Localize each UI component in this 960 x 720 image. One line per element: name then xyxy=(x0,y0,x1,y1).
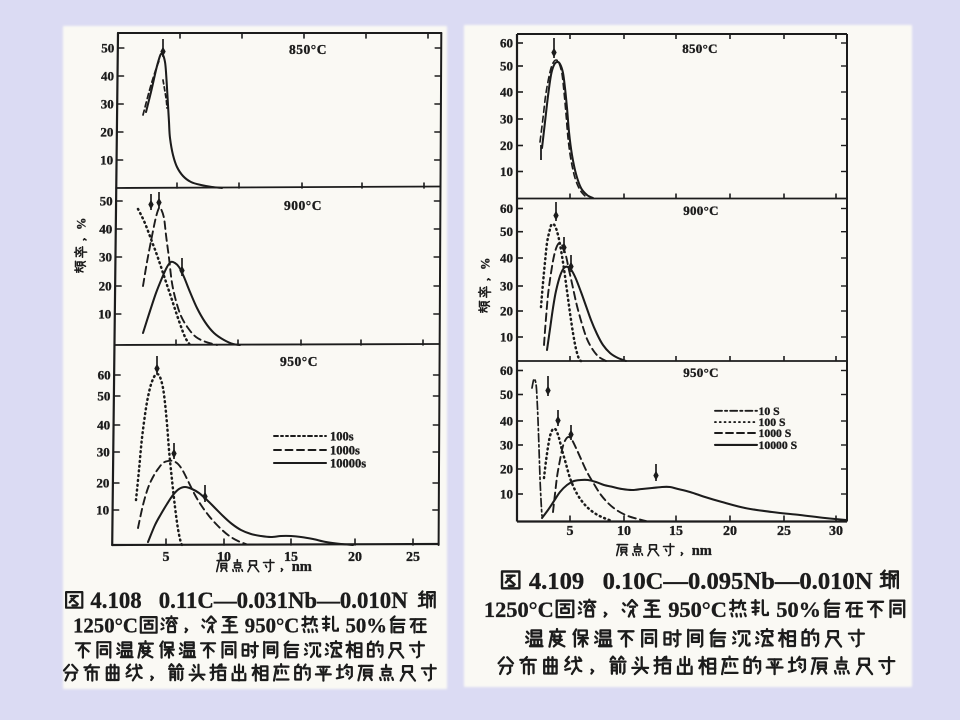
svg-text:1000 S: 1000 S xyxy=(759,427,792,440)
svg-text:20: 20 xyxy=(96,476,109,491)
svg-text:50: 50 xyxy=(500,387,513,402)
svg-text:15: 15 xyxy=(284,550,298,565)
svg-text:nm: nm xyxy=(292,559,312,575)
svg-text:950°C: 950°C xyxy=(663,597,727,622)
svg-text:950°C: 950°C xyxy=(683,365,719,380)
svg-text:10000 S: 10000 S xyxy=(759,439,798,452)
svg-text:1000s: 1000s xyxy=(330,443,360,457)
svg-text:40: 40 xyxy=(99,222,112,237)
svg-text:900°C: 900°C xyxy=(683,203,719,218)
svg-text:50%: 50% xyxy=(771,597,821,622)
svg-text:%: % xyxy=(74,218,88,230)
svg-text:1250°C: 1250°C xyxy=(484,597,554,622)
svg-text:100s: 100s xyxy=(330,429,354,443)
svg-text:10: 10 xyxy=(98,307,111,322)
svg-text:40: 40 xyxy=(500,414,513,429)
svg-text:50%: 50% xyxy=(340,615,387,638)
svg-text:900°C: 900°C xyxy=(284,198,322,213)
svg-text:4.108 0.11C—0.031Nb—0.010N: 4.108 0.11C—0.031Nb—0.010N xyxy=(85,588,414,613)
svg-text:60: 60 xyxy=(500,363,513,378)
svg-text:40: 40 xyxy=(500,85,513,100)
svg-text:10: 10 xyxy=(500,487,513,502)
svg-text:15: 15 xyxy=(669,524,683,539)
svg-text:10: 10 xyxy=(617,524,631,539)
svg-text:30: 30 xyxy=(99,250,112,265)
svg-text:950°C: 950°C xyxy=(240,615,300,638)
svg-text:25: 25 xyxy=(406,550,420,565)
svg-text:50: 50 xyxy=(500,59,513,74)
svg-text:100 S: 100 S xyxy=(759,416,786,429)
svg-text:10: 10 xyxy=(500,330,513,345)
svg-text:20: 20 xyxy=(723,524,737,539)
svg-text:20: 20 xyxy=(100,125,113,140)
svg-text:850°C: 850°C xyxy=(289,42,327,57)
svg-text:30: 30 xyxy=(500,279,513,294)
svg-text:950°C: 950°C xyxy=(280,354,318,369)
svg-text:20: 20 xyxy=(348,550,362,565)
svg-text:20: 20 xyxy=(500,462,513,477)
svg-text:%: % xyxy=(478,258,492,270)
svg-text:30: 30 xyxy=(500,438,513,453)
svg-text:30: 30 xyxy=(97,445,110,460)
svg-text:5: 5 xyxy=(163,550,170,565)
svg-text:60: 60 xyxy=(98,368,111,383)
svg-text:50: 50 xyxy=(101,41,114,56)
svg-text:50: 50 xyxy=(500,224,513,239)
svg-text:30: 30 xyxy=(500,112,513,127)
svg-text:50: 50 xyxy=(97,389,110,404)
svg-text:10000s: 10000s xyxy=(330,456,366,470)
svg-text:850°C: 850°C xyxy=(682,41,718,56)
svg-text:50: 50 xyxy=(100,194,113,209)
svg-text:1250°C: 1250°C xyxy=(73,615,138,638)
svg-text:60: 60 xyxy=(500,201,513,216)
svg-text:40: 40 xyxy=(101,69,114,84)
svg-text:30: 30 xyxy=(101,97,114,112)
svg-text:40: 40 xyxy=(97,418,110,433)
svg-text:10: 10 xyxy=(96,503,109,518)
svg-text:20: 20 xyxy=(99,279,112,294)
svg-text:nm: nm xyxy=(692,543,712,559)
svg-text:4.109 0.10C—0.095Nb—0.010N: 4.109 0.10C—0.095Nb—0.010N xyxy=(523,568,879,595)
svg-text:30: 30 xyxy=(829,524,843,539)
svg-text:20: 20 xyxy=(500,304,513,319)
svg-text:60: 60 xyxy=(500,36,513,51)
svg-text:10 S: 10 S xyxy=(759,405,780,418)
svg-text:20: 20 xyxy=(500,138,513,153)
svg-text:10: 10 xyxy=(100,153,113,168)
svg-text:10: 10 xyxy=(500,164,513,179)
svg-text:25: 25 xyxy=(777,524,791,539)
svg-text:5: 5 xyxy=(567,524,574,539)
svg-text:40: 40 xyxy=(500,251,513,266)
